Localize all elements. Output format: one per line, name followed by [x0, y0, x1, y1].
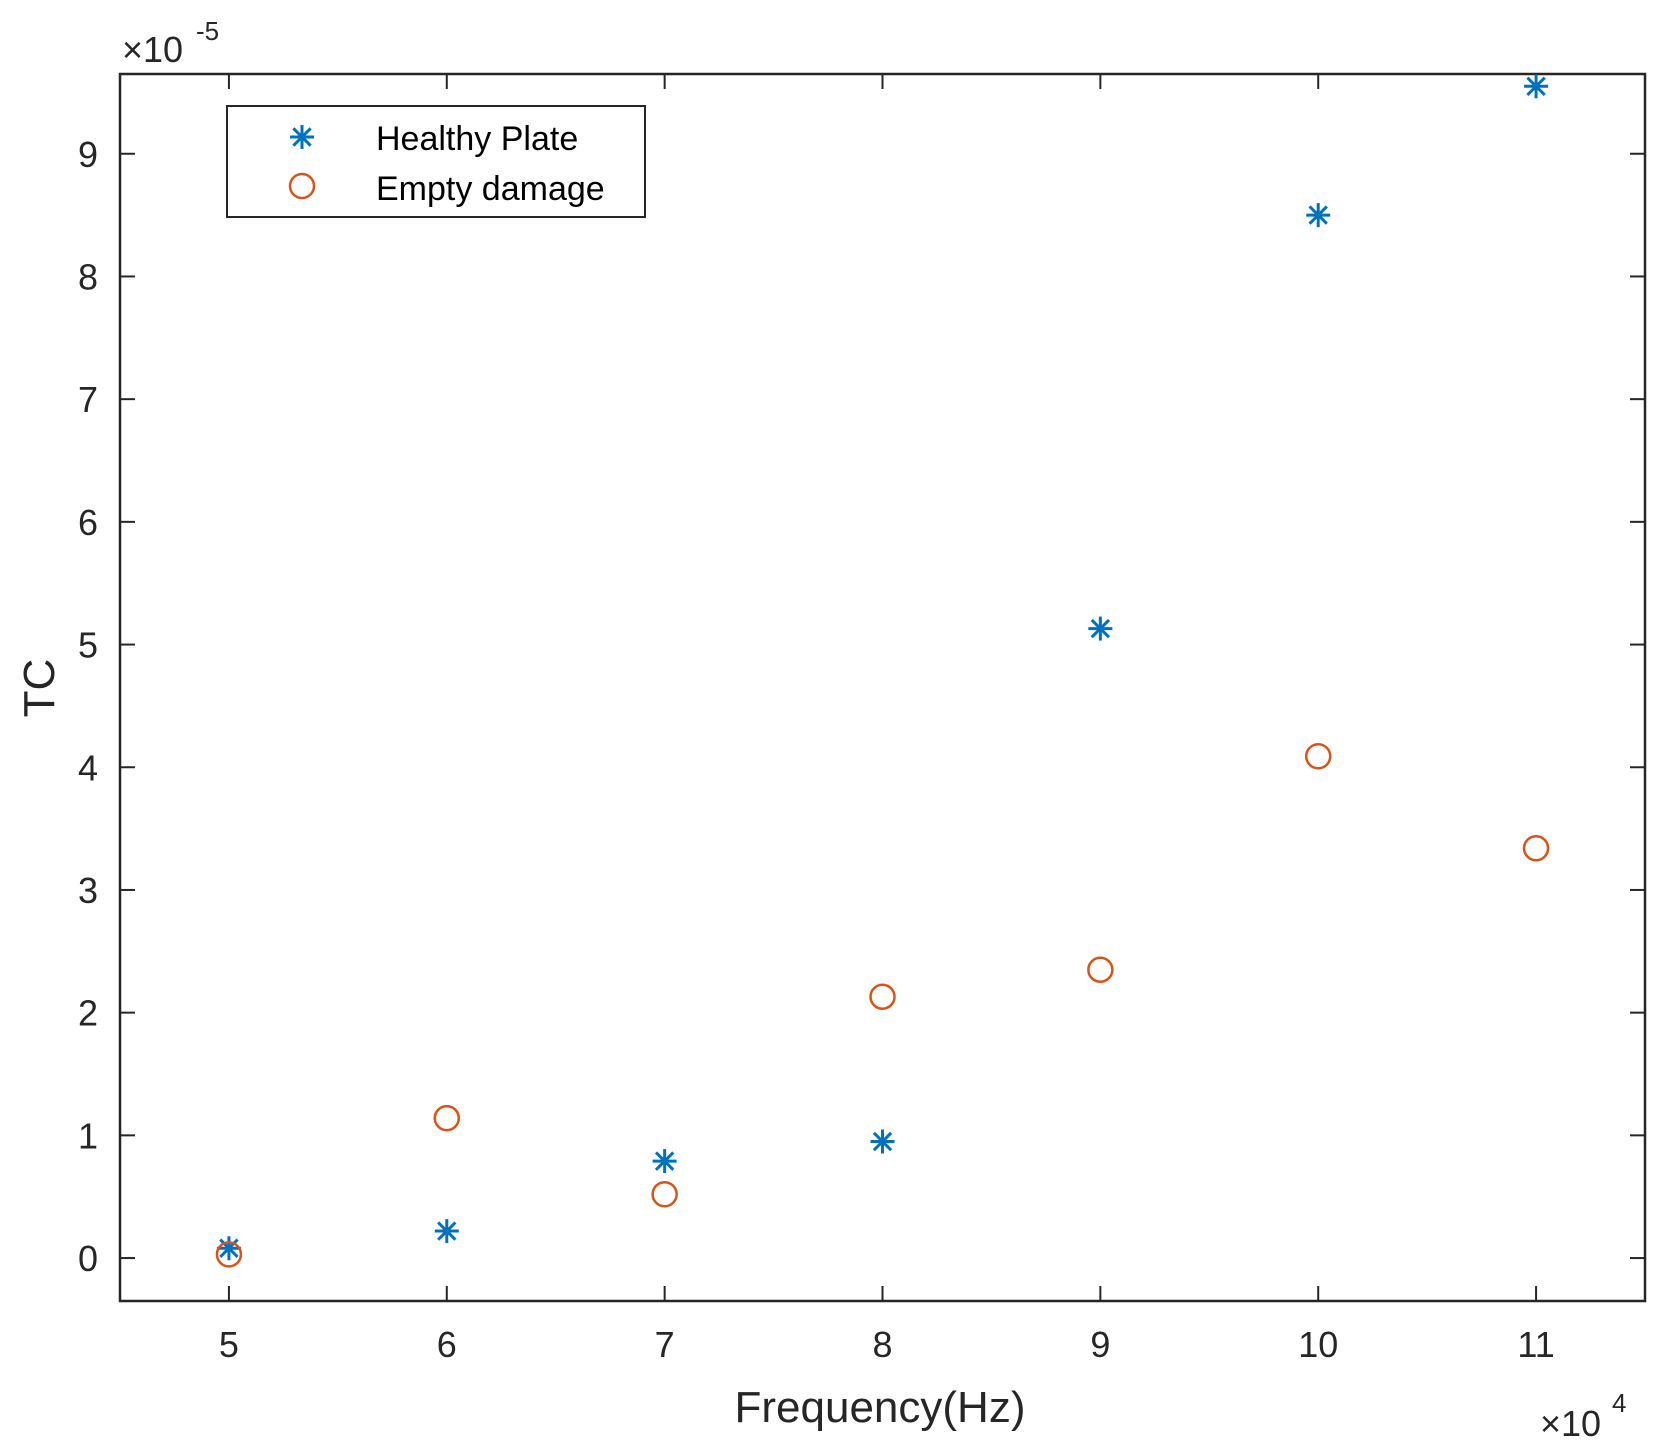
x-tick-label: 7 — [655, 1324, 675, 1365]
y-tick-label: 2 — [78, 993, 98, 1034]
data-points — [215, 74, 1550, 1268]
data-point-healthy-plate — [1306, 203, 1331, 228]
x-exponent-base: ×10 — [1540, 1403, 1601, 1444]
y-tick-label: 9 — [78, 134, 98, 175]
data-point-healthy-plate — [652, 1149, 677, 1174]
x-exponent-power: 4 — [1612, 1388, 1626, 1418]
data-point-healthy-plate — [1524, 74, 1549, 99]
data-point-empty-damage — [433, 1104, 461, 1132]
legend-asterisk-marker — [290, 125, 314, 149]
legend-marker-empty-damage — [288, 172, 316, 200]
legend-label-healthy-plate: Healthy Plate — [376, 120, 578, 158]
y-axis-ticks: 0 1 2 3 4 5 6 7 8 9 — [78, 134, 1645, 1279]
x-tick-label: 10 — [1298, 1324, 1338, 1365]
x-axis-title: Frequency(Hz) — [735, 1383, 1026, 1432]
y-tick-label: 7 — [78, 379, 98, 420]
y-exponent-power: -5 — [196, 16, 219, 46]
y-tick-label: 8 — [78, 256, 98, 297]
x-tick-label: 9 — [1090, 1324, 1110, 1365]
x-axis-exponent: ×10 4 — [1540, 1388, 1626, 1444]
legend: Healthy Plate Empty damage — [226, 105, 646, 218]
data-point-healthy-plate — [434, 1219, 459, 1244]
y-axis-exponent: ×10 -5 — [122, 16, 219, 70]
data-point-empty-damage — [215, 1241, 243, 1268]
legend-box — [226, 105, 646, 218]
y-tick-label: 6 — [78, 502, 98, 543]
x-axis-ticks: 5 6 7 8 9 10 11 — [219, 74, 1555, 1365]
data-point-empty-damage — [1522, 834, 1550, 862]
plot-area — [118, 72, 1647, 1303]
x-tick-label: 8 — [872, 1324, 892, 1365]
data-point-empty-damage — [1087, 956, 1114, 983]
y-tick-label: 3 — [78, 870, 98, 911]
y-axis-title: TC — [15, 659, 64, 718]
legend-circle-marker — [288, 172, 316, 200]
data-point-healthy-plate — [1088, 616, 1113, 641]
y-tick-label: 1 — [78, 1115, 98, 1156]
y-tick-label: 5 — [78, 625, 98, 666]
legend-marker-healthy-plate — [290, 125, 314, 149]
data-point-healthy-plate — [870, 1129, 895, 1154]
data-point-empty-damage — [1304, 742, 1332, 770]
data-point-empty-damage — [651, 1181, 678, 1208]
data-point-healthy-plate — [216, 1236, 241, 1261]
y-tick-label: 4 — [78, 747, 98, 788]
x-tick-label: 6 — [437, 1324, 457, 1365]
x-tick-label: 11 — [1517, 1324, 1554, 1365]
y-tick-label: 0 — [78, 1238, 98, 1279]
legend-label-empty-damage: Empty damage — [376, 170, 605, 208]
x-tick-label: 5 — [219, 1324, 239, 1365]
data-point-empty-damage — [869, 983, 896, 1010]
y-exponent-base: ×10 — [122, 29, 183, 70]
